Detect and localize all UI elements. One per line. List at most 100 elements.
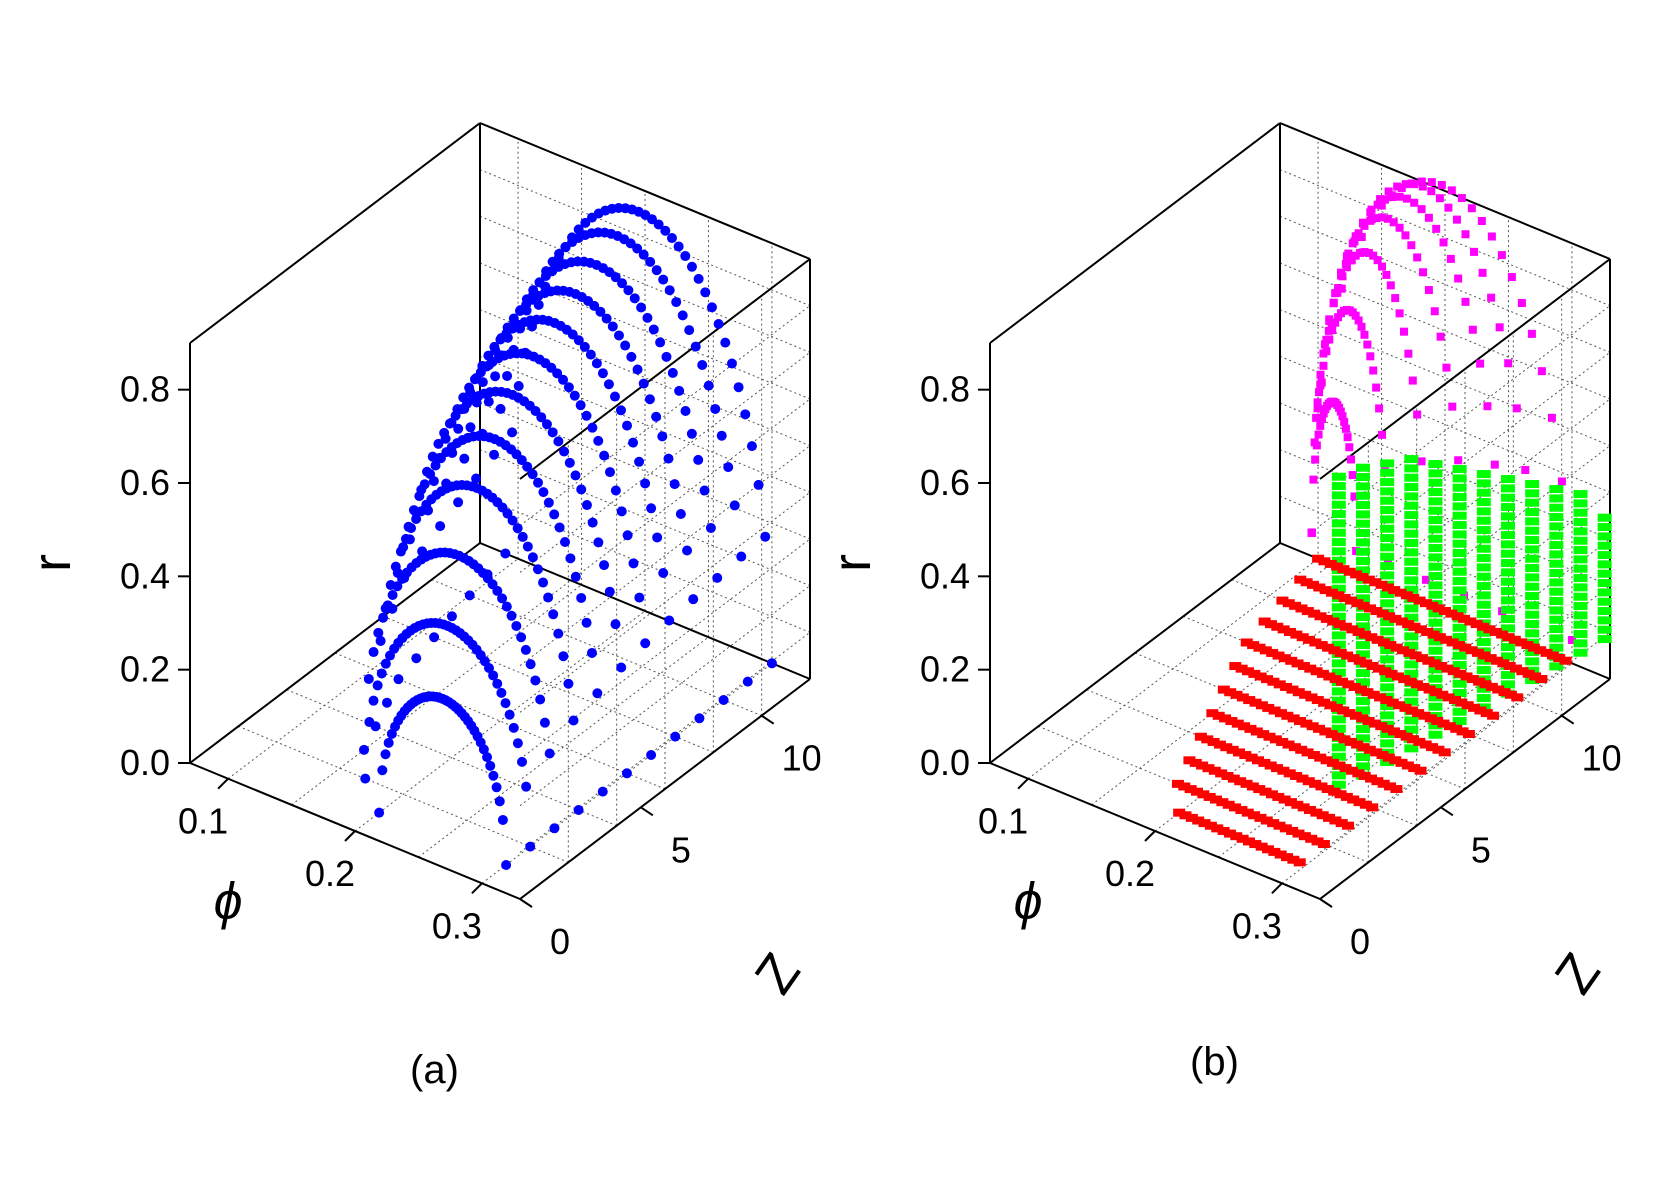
data-point (459, 453, 470, 464)
z-tick-label: 0 (1350, 921, 1370, 962)
data-point (1522, 669, 1535, 678)
data-point (1525, 498, 1540, 507)
data-point (604, 586, 615, 597)
grid-line (519, 445, 811, 667)
data-point (1428, 525, 1443, 534)
data-point (587, 422, 598, 433)
data-point (1203, 792, 1216, 801)
data-point (1444, 203, 1453, 212)
data-point (1404, 557, 1419, 566)
data-point (1496, 630, 1509, 639)
data-point (581, 617, 592, 628)
data-point (482, 569, 493, 580)
data-point (1557, 477, 1566, 486)
data-point (1549, 559, 1564, 568)
data-point (1452, 511, 1467, 520)
data-point (1515, 638, 1528, 647)
data-point (508, 722, 519, 733)
data-point (1316, 811, 1329, 820)
data-point (1452, 215, 1461, 224)
data-point (1351, 232, 1360, 241)
data-point (1395, 758, 1408, 767)
data-point (1476, 359, 1485, 368)
data-point (1370, 607, 1383, 616)
data-point (1369, 578, 1382, 587)
data-point (1238, 722, 1251, 731)
data-point (1368, 719, 1381, 728)
data-point (1319, 361, 1328, 370)
data-point (490, 371, 501, 382)
box-edge (519, 258, 811, 480)
data-point (1487, 711, 1500, 720)
data-point (1489, 627, 1502, 636)
data-point (1301, 748, 1314, 757)
data-point (1428, 693, 1443, 702)
data-point (703, 380, 714, 391)
data-point (604, 467, 615, 478)
data-point (547, 266, 558, 277)
data-point (1366, 803, 1379, 812)
data-point (1428, 553, 1443, 562)
data-point (1402, 620, 1415, 629)
data-point (1351, 599, 1364, 608)
data-point (655, 337, 666, 348)
data-point (488, 670, 499, 681)
data-point (1597, 523, 1612, 532)
grid-line (519, 305, 811, 527)
data-point (1424, 714, 1437, 723)
data-point (1383, 612, 1396, 621)
data-point (1194, 732, 1207, 741)
data-point (1342, 821, 1355, 830)
data-point (1447, 186, 1456, 195)
data-point (383, 737, 394, 748)
data-point (1337, 706, 1350, 715)
data-point (398, 542, 409, 553)
data-point (1597, 551, 1612, 560)
data-point (1311, 696, 1324, 705)
data-point (1573, 490, 1588, 499)
r-tick-label: 0.4 (120, 555, 170, 596)
data-point (1500, 615, 1515, 624)
data-point (1385, 669, 1398, 678)
data-point (693, 273, 704, 284)
data-point (726, 358, 737, 369)
data-point (1500, 549, 1515, 558)
data-point (1349, 711, 1362, 720)
data-point (1292, 688, 1305, 697)
data-point (1283, 769, 1296, 778)
data-point (1461, 297, 1470, 306)
data-point (1452, 707, 1467, 716)
data-point (368, 695, 379, 706)
data-point (1338, 593, 1351, 602)
data-point (1178, 782, 1191, 791)
data-point (1357, 233, 1366, 242)
data-point (1500, 559, 1515, 568)
data-point (1260, 816, 1273, 825)
data-point (495, 403, 506, 414)
data-point (538, 487, 549, 498)
data-point (1446, 638, 1459, 647)
data-point (1278, 654, 1291, 663)
data-point (587, 517, 598, 528)
data-point (1549, 485, 1564, 494)
data-point (1277, 625, 1290, 634)
data-point (1262, 845, 1275, 854)
data-point (1439, 607, 1451, 615)
data-point (1179, 811, 1192, 820)
data-point (1404, 548, 1419, 557)
data-point (601, 313, 612, 324)
data-point (1525, 610, 1540, 619)
data-point (1355, 622, 1370, 631)
data-point (1437, 181, 1446, 190)
data-point (1504, 690, 1517, 699)
data-point (553, 628, 564, 639)
data-point (1355, 519, 1370, 528)
data-point (1341, 651, 1354, 660)
data-point (417, 546, 428, 557)
data-point (575, 400, 586, 411)
data-point (380, 749, 391, 760)
data-point (1315, 782, 1328, 791)
data-point (1258, 758, 1271, 767)
data-point (1225, 717, 1238, 726)
data-point (497, 593, 508, 604)
